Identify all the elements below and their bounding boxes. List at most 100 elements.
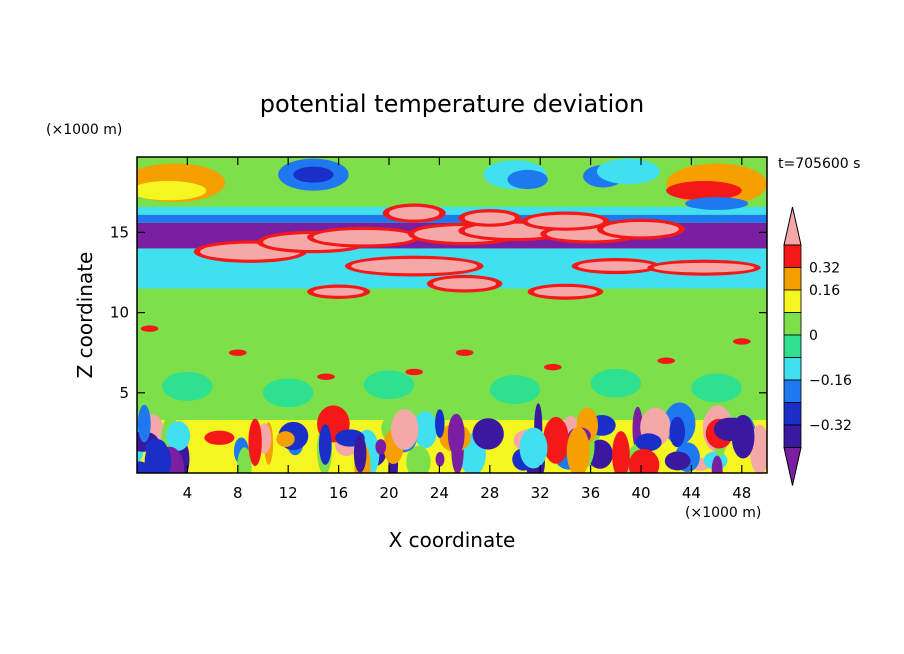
band-cyan-upper [137,206,767,215]
turbulence-cell [166,421,191,451]
cool-blob [507,169,548,190]
cool-blob [596,158,660,185]
turbulence-cell [519,427,548,469]
x-tick-label: 20 [379,484,398,502]
band-top [137,157,767,207]
small-feature [317,373,335,380]
turbulence-cell [353,435,367,473]
contour-field [137,157,767,473]
warm-streak [653,262,755,273]
small-feature [691,373,742,403]
small-feature [263,378,314,408]
warm-streak [389,206,440,220]
colorbar-segment [783,289,802,313]
x-tick-label: 32 [531,484,550,502]
x-tick-label: 12 [279,484,298,502]
turbulence-cell [204,430,235,445]
small-feature [455,349,474,356]
x-tick-label: 24 [430,484,449,502]
turbulence-cell [375,439,387,455]
turbulence-cell [276,431,295,447]
turbulence-cell [711,455,723,473]
colorbar-label: −0.16 [809,373,852,389]
plot-frame [136,156,768,474]
colorbar-segment [783,424,802,448]
colorbar-segment [783,267,802,291]
turbulence-cell [566,426,590,473]
small-feature [590,368,641,398]
turbulence-cell [664,451,691,471]
chart-title: potential temperature deviation [260,90,644,118]
warm-streak [433,278,497,290]
turbulence-cell [731,414,755,459]
warm-streak [464,212,515,224]
warm-streak [603,221,679,237]
turbulence-cell [669,416,686,448]
turbulence-cell [635,433,662,452]
turbulence-cell [413,411,438,449]
turbulence-cell [144,440,172,473]
y-axis: 5 10 15 [110,223,767,402]
colorbar-label: −0.32 [809,418,852,434]
turbulence-cell [543,416,569,464]
x-tick-label: 40 [631,484,650,502]
warm-streak [313,287,364,296]
x-tick-label: 4 [183,484,193,502]
x-tick-label: 44 [682,484,701,502]
x-tick-label: 8 [233,484,243,502]
turbulence-cell [612,431,630,473]
turbulence-cell [628,448,660,473]
x-tick-label: 36 [581,484,600,502]
x-unit-label: (×1000 m) [685,505,761,521]
warm-streak [313,229,415,245]
colorbar: 0.32 0.16 0 −0.16 −0.32 [783,206,852,486]
x-tick-label: 28 [480,484,499,502]
y-tick-label: 10 [110,304,129,322]
colorbar-segment [783,402,802,426]
warm-streak [351,258,478,274]
small-feature [489,375,541,405]
y-tick-label: 5 [119,384,129,402]
turbulence-cell [248,418,262,467]
small-feature [732,338,751,345]
small-feature [228,349,247,356]
cool-blob [293,166,334,183]
warm-blob [137,181,207,201]
small-feature [162,371,213,401]
turbulence-cell [318,424,332,465]
colorbar-label: 0.32 [809,261,840,277]
y-unit-label: (×1000 m) [46,122,122,138]
turbulence-cell [390,409,419,450]
turbulence-cell [435,409,445,438]
x-tick-label: 48 [732,484,751,502]
x-tick-label: 16 [329,484,348,502]
time-label: t=705600 s [778,156,860,172]
colorbar-segment [783,357,802,381]
x-axis-label: X coordinate [389,528,516,552]
colorbar-segment [783,244,802,268]
turbulence-cell [137,404,151,443]
colorbar-segment [783,379,802,403]
warm-streak [527,214,604,228]
colorbar-segment [783,312,802,336]
cool-blob [685,197,749,210]
colorbar-label: 0.16 [809,283,840,299]
warm-streak [578,261,654,271]
y-axis-label: Z coordinate [73,252,97,379]
small-feature [657,357,676,364]
turbulence-cell [435,451,445,467]
warm-streak [533,286,597,297]
turbulence-cell [447,413,465,456]
colorbar-label: 0 [809,328,818,344]
turbulence-cell [472,418,504,450]
band-blue [137,214,767,223]
small-feature [405,368,424,376]
warm-blob [666,181,742,201]
small-feature [543,363,562,371]
turbulence-cell [237,447,252,473]
colorbar-arrow-bottom [783,447,802,486]
small-feature [363,370,415,400]
turbulence-cell [406,445,431,473]
colorbar-arrow-top [783,206,802,246]
